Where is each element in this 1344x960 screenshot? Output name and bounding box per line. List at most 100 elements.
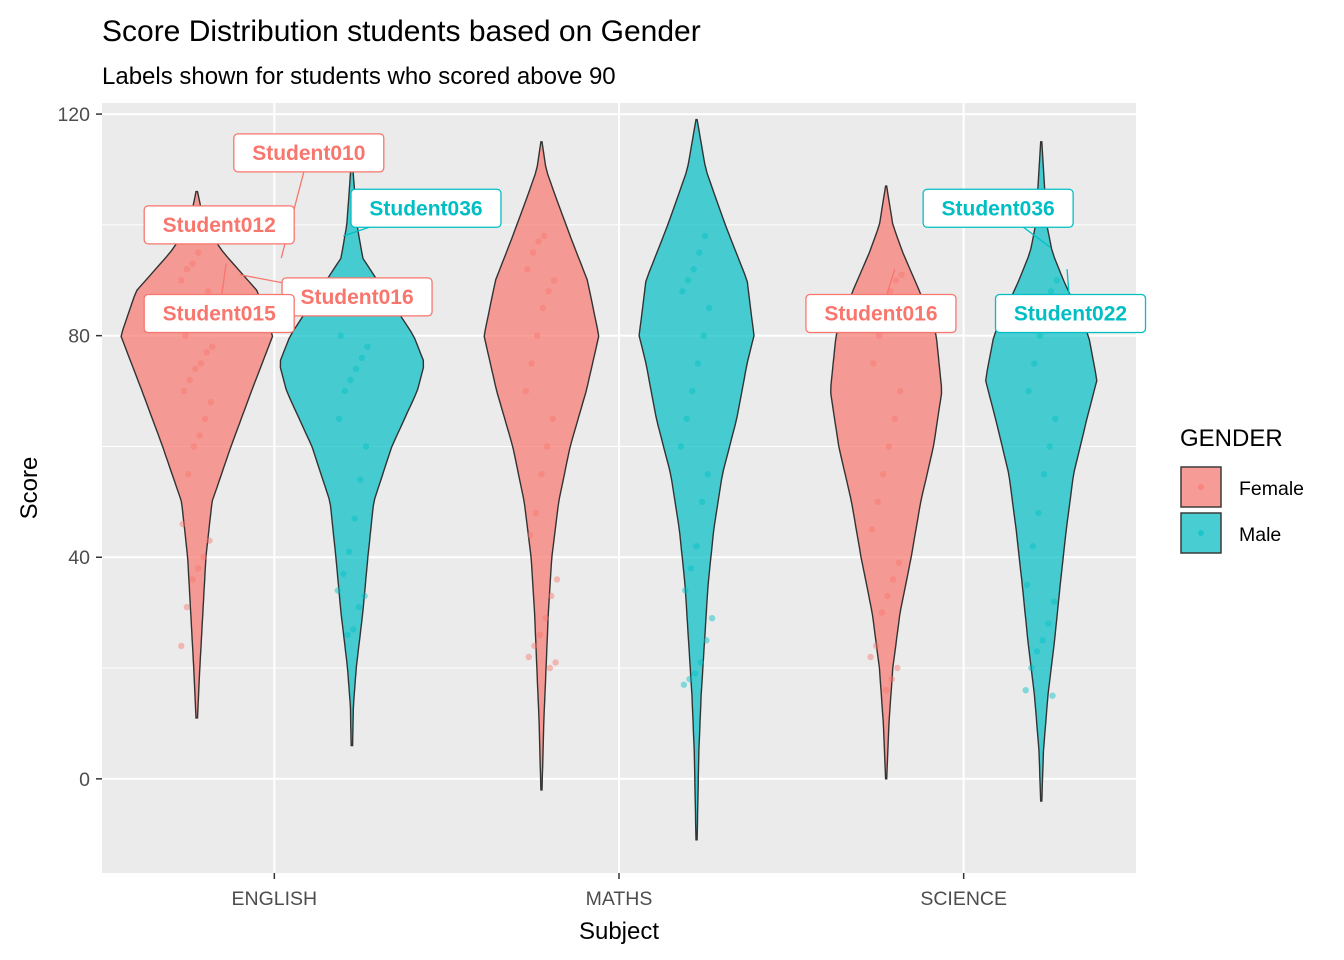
- annotation-label: Student016: [300, 286, 413, 309]
- data-point: [677, 443, 685, 450]
- data-point: [700, 332, 707, 339]
- data-point: [894, 664, 901, 672]
- data-point: [358, 354, 365, 361]
- data-point: [362, 443, 370, 450]
- data-point: [686, 675, 693, 683]
- data-point: [895, 559, 902, 566]
- data-point: [691, 670, 699, 677]
- violin-female-science: [830, 185, 943, 780]
- data-point: [684, 277, 692, 284]
- x-axis-title: Subject: [579, 918, 659, 945]
- legend-label-male: Male: [1239, 524, 1281, 546]
- legend-title: GENDER: [1180, 425, 1283, 452]
- data-point: [689, 387, 696, 395]
- data-point: [880, 471, 887, 478]
- y-axis-title: Score: [16, 457, 43, 520]
- data-point: [364, 343, 371, 350]
- x-tick-label: MATHS: [586, 888, 653, 910]
- data-point: [190, 443, 198, 450]
- data-point: [350, 626, 357, 633]
- chart-title: Score Distribution students based on Gen…: [102, 15, 701, 48]
- annotation-box: [994, 293, 1147, 334]
- data-point: [347, 376, 354, 384]
- data-point: [538, 471, 545, 478]
- data-point: [337, 332, 344, 339]
- data-point: [539, 304, 547, 312]
- data-point: [897, 387, 904, 395]
- data-point: [1028, 664, 1035, 672]
- data-point: [180, 387, 188, 395]
- data-point: [868, 526, 876, 533]
- data-point: [207, 398, 215, 406]
- data-point: [545, 288, 552, 295]
- annotation-student036: Student036: [343, 188, 502, 237]
- data-point: [873, 642, 880, 650]
- data-point: [355, 603, 363, 611]
- data-point: [543, 443, 551, 450]
- data-point: [553, 576, 561, 583]
- chart-subtitle: Labels shown for students who scored abo…: [102, 63, 616, 90]
- annotation-box: [233, 133, 385, 173]
- data-point: [527, 531, 534, 539]
- violin-male-maths: [638, 118, 755, 841]
- data-point: [548, 592, 555, 600]
- data-point: [361, 592, 368, 600]
- annotation-student036: Student036: [922, 188, 1074, 248]
- data-point: [687, 565, 695, 572]
- annotation-student015: Student015: [143, 263, 295, 334]
- data-point: [1031, 360, 1038, 367]
- data-point: [200, 554, 207, 561]
- data-point: [357, 476, 364, 483]
- data-point: [203, 349, 210, 356]
- data-point: [550, 277, 558, 284]
- y-tick-label: 40: [68, 547, 90, 569]
- annotation-student012: Student012: [143, 205, 295, 245]
- x-axis: ENGLISH MATHS SCIENCE: [232, 873, 1007, 910]
- data-point: [703, 637, 710, 644]
- data-point: [546, 664, 554, 672]
- data-point: [536, 631, 544, 638]
- data-point: [197, 360, 205, 367]
- data-point: [344, 631, 351, 638]
- annotation-label: Student036: [942, 197, 1055, 220]
- annotation-label: Student016: [824, 303, 937, 326]
- data-point: [535, 238, 542, 245]
- annotation-label: Student010: [252, 142, 365, 165]
- annotation-student022: Student022: [994, 269, 1147, 334]
- annotations: Student010 Student012 Student016 Student015…: [143, 133, 1147, 334]
- data-point: [696, 249, 703, 256]
- data-point: [345, 548, 353, 555]
- data-point: [1035, 509, 1042, 517]
- data-point: [1039, 637, 1046, 644]
- annotation-box: [922, 188, 1074, 228]
- data-point: [1047, 288, 1055, 295]
- data-point: [532, 509, 539, 517]
- data-point: [196, 432, 203, 439]
- data-point: [529, 249, 537, 256]
- data-point: [898, 271, 905, 278]
- data-point: [875, 332, 883, 339]
- data-point: [334, 587, 341, 594]
- data-point: [878, 609, 886, 616]
- data-point: [699, 498, 706, 505]
- data-point: [209, 343, 216, 350]
- data-point: [891, 415, 898, 422]
- data-point: [1049, 692, 1056, 699]
- data-point: [552, 659, 559, 666]
- data-point: [525, 653, 532, 661]
- data-point: [680, 681, 688, 688]
- y-tick-label: 120: [57, 104, 90, 126]
- data-point: [531, 642, 538, 650]
- legend-label-female: Female: [1239, 478, 1304, 500]
- legend-dot-female: [1198, 484, 1204, 490]
- data-point: [867, 653, 874, 661]
- data-point: [694, 360, 702, 367]
- data-point: [340, 570, 347, 578]
- data-point: [185, 471, 192, 478]
- violin-female-maths: [483, 141, 600, 791]
- data-point: [178, 277, 185, 284]
- annotation-box: [805, 293, 957, 334]
- data-point: [182, 332, 189, 339]
- annotation-box: [143, 293, 295, 334]
